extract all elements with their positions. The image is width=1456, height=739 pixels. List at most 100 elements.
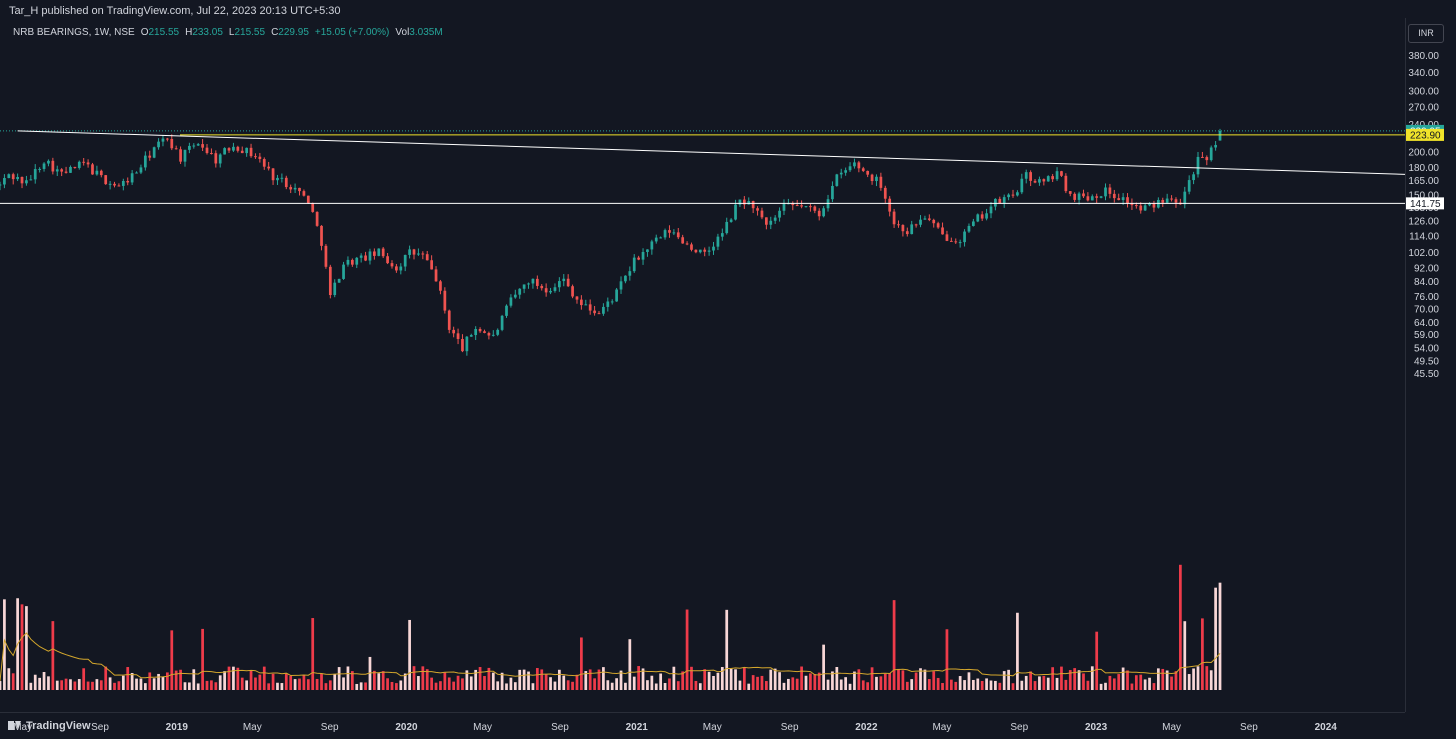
volume-bar <box>703 669 707 690</box>
volume-bar <box>412 666 416 690</box>
volume-bar <box>505 683 508 690</box>
volume-bar <box>377 673 381 690</box>
candle-body <box>972 221 975 226</box>
volume-bar <box>936 677 940 690</box>
legend-open: 215.55 <box>148 27 180 38</box>
descending-trendline[interactable] <box>17 130 1406 175</box>
candle-body <box>685 243 689 245</box>
volume-bar <box>320 673 323 690</box>
candle-body <box>650 241 654 250</box>
candle-body <box>86 162 90 165</box>
candle-body <box>267 166 271 169</box>
volume-bar <box>1042 675 1046 690</box>
chart-header: Tar_H published on TradingView.com, Jul … <box>0 0 1456 18</box>
price-tick-label: 126.00 <box>1408 216 1439 227</box>
volume-bar <box>355 683 359 690</box>
candle-body <box>381 248 385 257</box>
volume-bar <box>509 677 513 690</box>
volume-bar <box>769 669 773 690</box>
volume-bar <box>742 667 746 690</box>
volume-bar <box>223 671 226 690</box>
candle-body <box>1209 147 1213 161</box>
volume-bar <box>668 678 671 690</box>
candle-body <box>809 206 812 208</box>
volume-bar <box>557 669 561 690</box>
time-tick-label: May <box>13 722 32 733</box>
volume-bar <box>1024 675 1028 690</box>
candle-body <box>121 180 125 186</box>
time-tick-label: May <box>1162 722 1181 733</box>
volume-bar <box>192 669 196 690</box>
currency-selector[interactable]: INR <box>1408 24 1444 43</box>
volume-bar <box>672 666 676 690</box>
volume-bar <box>571 681 574 690</box>
volume-bar <box>637 666 641 690</box>
candle-body <box>16 176 19 180</box>
candle-body <box>7 174 11 179</box>
volume-bar <box>923 669 927 690</box>
publisher-caption: Tar_H published on TradingView.com, Jul … <box>9 5 341 17</box>
volume-bar <box>782 682 786 690</box>
volume-bar <box>1007 669 1010 690</box>
candle-body <box>342 264 345 279</box>
candle-body <box>245 147 249 154</box>
volume-bar <box>447 677 451 690</box>
volume-bar <box>760 675 764 690</box>
candle-body <box>1007 194 1010 198</box>
candle-body <box>333 282 337 296</box>
candle-body <box>624 275 627 282</box>
candle-body <box>355 257 359 265</box>
candle-body <box>927 218 931 220</box>
candle-body <box>368 251 372 261</box>
candle-body <box>47 160 50 164</box>
candle-body <box>580 299 583 306</box>
volume-bar <box>540 669 544 690</box>
candle-body <box>994 198 997 207</box>
volume-bar <box>289 675 293 690</box>
candle-body <box>725 221 729 234</box>
candle-body <box>1064 175 1068 192</box>
candle-body <box>936 223 940 228</box>
candle-body <box>610 301 614 303</box>
price-tick-label: 92.00 <box>1414 264 1439 275</box>
candle-body <box>1011 194 1015 196</box>
candle-body <box>421 253 425 255</box>
candle-body <box>346 259 350 265</box>
volume-bar <box>729 668 733 690</box>
legend-vol: 3.035M <box>409 27 443 38</box>
support-badge-text: 141.75 <box>1410 199 1441 210</box>
volume-bar <box>535 668 539 690</box>
candle-body <box>1201 156 1204 158</box>
candle-body <box>720 233 724 237</box>
candle-body <box>659 237 663 239</box>
volume-bar <box>1086 680 1090 690</box>
candle-body <box>337 278 341 283</box>
candle-body <box>795 205 799 207</box>
price-axis[interactable]: 380.00340.00300.00270.00240.00200.00180.… <box>1408 51 1439 380</box>
candle-body <box>258 156 262 160</box>
candle-body <box>240 150 244 154</box>
candle-body <box>262 159 266 167</box>
candle-body <box>254 156 257 158</box>
candle-body <box>883 187 887 199</box>
volume-bar <box>1011 683 1015 690</box>
volume-bar <box>602 667 605 690</box>
tradingview-logo-icon <box>8 721 22 730</box>
candle-body <box>465 336 469 352</box>
volume-bar <box>381 671 385 690</box>
candle-body <box>1196 156 1200 175</box>
candle-body <box>113 183 116 186</box>
volume-bar <box>386 678 389 690</box>
time-axis[interactable]: May Sep 2019 May Sep 2020 May Sep 2021 May Sep 2022… <box>13 722 1337 733</box>
candle-body <box>1024 172 1028 179</box>
candle-body <box>1073 193 1077 200</box>
candle-body <box>905 231 909 235</box>
volume-bar <box>342 677 345 690</box>
candle-body <box>619 281 623 290</box>
volume-bar <box>1126 670 1129 690</box>
time-tick-label: May <box>703 722 722 733</box>
volume-bar <box>478 667 482 690</box>
volume-bar <box>875 676 878 690</box>
candle-body <box>505 305 508 316</box>
